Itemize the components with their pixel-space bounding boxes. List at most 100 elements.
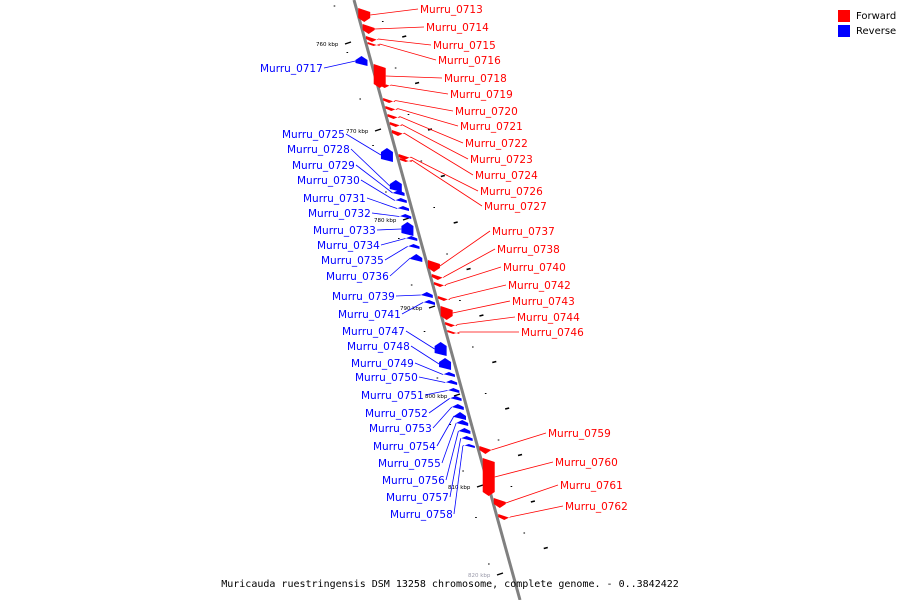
- gene-feature: [399, 214, 412, 219]
- scale-label: 780 kbp: [374, 218, 397, 224]
- figure-caption: Muricauda ruestringensis DSM 13258 chrom…: [221, 579, 679, 590]
- gene-label: Murru_0732: [308, 208, 371, 220]
- leader-line: [410, 156, 479, 192]
- gene-label: Murru_0746: [521, 327, 584, 339]
- gene-feature: [451, 404, 464, 410]
- gene-label: Murru_0725: [282, 129, 345, 141]
- gene-label: Murru_0755: [378, 458, 441, 470]
- leader-line: [436, 415, 455, 447]
- leader-line: [441, 422, 457, 464]
- gene-feature: [427, 260, 440, 272]
- leader-line: [401, 302, 424, 315]
- leader-line: [510, 505, 564, 518]
- leader-line: [323, 60, 356, 69]
- legend-forward: Forward: [838, 9, 896, 23]
- gene-label: Murru_0750: [355, 372, 418, 384]
- leader-line: [350, 148, 391, 187]
- scale-label: 810 kbp: [448, 485, 471, 491]
- gene-feature: [385, 106, 398, 111]
- gene-label: Murru_0720: [455, 106, 518, 118]
- leader-line: [395, 100, 454, 112]
- scale-label: 820 kbp: [468, 573, 491, 579]
- gene-label: Murru_0713: [420, 4, 483, 16]
- gene-feature: [447, 388, 460, 393]
- gene-label: Murru_0723: [470, 154, 533, 166]
- gene-feature: [398, 154, 411, 160]
- gene-feature: [445, 380, 458, 385]
- leader-line: [428, 398, 450, 414]
- gene-label: Murru_0741: [338, 309, 401, 321]
- gene-label: Murru_0748: [347, 341, 410, 353]
- gene-feature: [389, 180, 402, 192]
- gene-label: Murru_0729: [292, 160, 355, 172]
- gene-feature: [358, 8, 371, 22]
- gene-feature: [458, 428, 471, 434]
- scale-tick: [428, 305, 436, 309]
- leader-line: [445, 266, 502, 285]
- leader-line: [370, 8, 419, 16]
- leader-line: [443, 248, 496, 278]
- gene-feature: [462, 444, 475, 448]
- gene-label: Murru_0727: [484, 201, 547, 213]
- gene-label: Murru_0724: [475, 170, 538, 182]
- gene-feature: [407, 244, 420, 249]
- gene-feature: [479, 446, 492, 454]
- leader-line: [457, 316, 516, 325]
- gene-label: Murru_0751: [361, 390, 424, 402]
- gene-label: Murru_0752: [365, 408, 428, 420]
- scale-tick: [496, 572, 504, 576]
- gene-label: Murru_0760: [555, 457, 618, 469]
- gene-label: Murru_0716: [438, 55, 501, 67]
- leader-line: [439, 230, 491, 267]
- gene-label: Murru_0718: [444, 73, 507, 85]
- gene-label: Murru_0743: [512, 296, 575, 308]
- gene-features: [355, 8, 511, 520]
- leader-line: [494, 461, 554, 478]
- gene-feature: [493, 498, 506, 508]
- gene-feature: [447, 330, 460, 334]
- gene-label: Murru_0758: [390, 509, 453, 521]
- gene-label: Murru_0736: [326, 271, 389, 283]
- backbone-tick: [530, 500, 536, 503]
- gene-feature: [434, 342, 447, 356]
- legend-reverse: Reverse: [838, 24, 896, 38]
- scale-tick: [402, 217, 410, 221]
- gene-feature: [460, 436, 473, 441]
- leader-line: [374, 26, 425, 30]
- backbone-tick: [453, 221, 458, 224]
- scale-label: 760 kbp: [316, 42, 339, 48]
- backbone-tick: [543, 546, 548, 550]
- gene-feature: [434, 282, 447, 287]
- leader-line: [414, 362, 444, 375]
- gene-label: Murru_0737: [492, 226, 555, 238]
- gene-feature: [387, 114, 400, 119]
- leader-line: [397, 108, 459, 127]
- gene-feature: [378, 82, 391, 88]
- leader-line: [380, 238, 406, 246]
- gene-label: Murru_0761: [560, 480, 623, 492]
- leader-line: [377, 38, 432, 46]
- backbone-tick: [402, 35, 407, 38]
- leader-line: [405, 330, 435, 350]
- gene-feature: [383, 98, 396, 103]
- gene-feature: [405, 236, 418, 241]
- gene-label: Murru_0722: [465, 138, 528, 150]
- gene-label: Murru_0757: [386, 492, 449, 504]
- gene-feature: [394, 198, 407, 203]
- leader-line: [390, 84, 449, 95]
- leader-line: [491, 432, 547, 451]
- gene-feature: [437, 296, 450, 301]
- gene-label: Murru_0740: [503, 262, 566, 274]
- leader-line: [452, 300, 511, 314]
- gene-feature: [482, 458, 495, 496]
- gene-feature: [456, 420, 469, 426]
- gene-feature: [423, 300, 435, 305]
- gene-label: Murru_0734: [317, 240, 380, 252]
- gene-feature: [389, 122, 402, 127]
- backbone-tick: [479, 314, 484, 317]
- gene-label: Murru_0717: [260, 63, 323, 75]
- gene-feature: [396, 206, 409, 211]
- legend-forward-swatch: [838, 10, 850, 22]
- leader-line: [360, 179, 395, 201]
- leader-line: [355, 164, 393, 194]
